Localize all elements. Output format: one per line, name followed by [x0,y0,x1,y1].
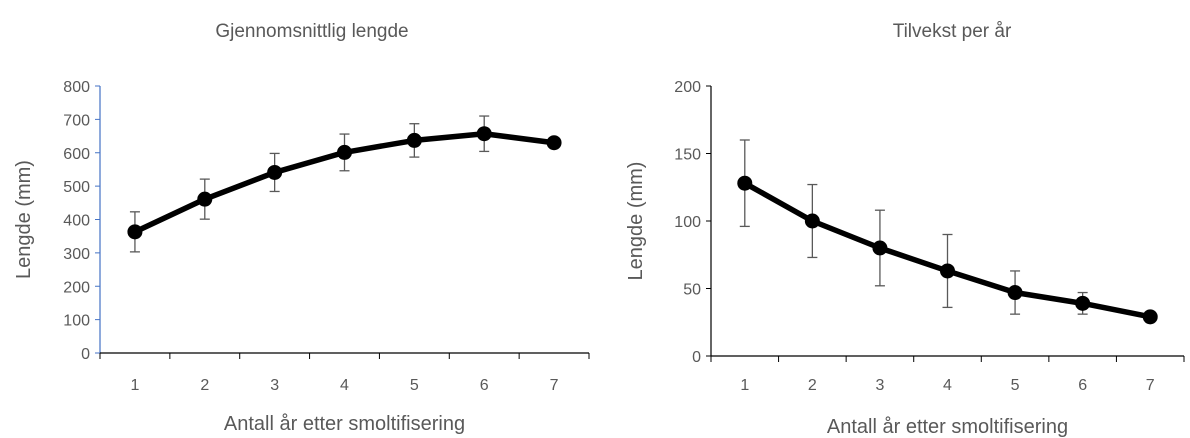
x-tick-label: 7 [550,377,559,394]
chart-average-length: Gjennomsnittlig lengde 0 100 200 300 400 500 60… [13,21,590,435]
x-tick-label: 6 [1078,377,1087,394]
y-tick-label: 500 [63,179,90,196]
data-point [940,263,955,279]
data-point [737,175,753,191]
x-tick-label: 1 [740,377,749,394]
x-axis-title: Antall år etter smoltifisering [224,413,465,435]
x-tick-label: 7 [1146,377,1155,394]
data-point [267,164,283,180]
x-tick-label: 4 [943,377,952,394]
x-tick-label: 3 [875,377,884,394]
y-tick-label: 0 [692,349,701,366]
x-tick-label: 2 [808,377,817,394]
x-tick-label: 3 [270,377,279,394]
y-tick-label: 300 [63,246,90,263]
chart-title: Tilvekst per år [893,21,1012,42]
data-point [872,240,888,256]
y-tick-label: 50 [683,282,701,299]
y-tick-label: 200 [674,79,701,96]
y-tick-label: 200 [63,279,90,296]
x-tick-label: 1 [130,377,139,394]
x-tick-label: 2 [200,377,209,394]
data-point [1142,309,1158,325]
y-axis-title: Lengde (mm) [13,160,35,279]
data-point [406,132,422,148]
y-tick-label: 600 [63,146,90,163]
chart-title: Gjennomsnittlig lengde [215,21,408,42]
data-point [1075,295,1091,311]
x-axis-title: Antall år etter smoltifisering [827,416,1068,438]
data-point [197,191,213,207]
x-tick-label: 6 [480,377,489,394]
y-tick-label: 700 [63,112,90,129]
x-tick-label: 4 [340,377,349,394]
y-tick-label: 800 [63,79,90,96]
x-tick-label: 5 [1011,377,1020,394]
data-point [546,135,562,151]
y-tick-label: 0 [81,346,90,363]
data-point [127,224,143,240]
data-point [337,144,352,160]
x-tick-label: 5 [410,377,419,394]
y-tick-label: 100 [674,214,701,231]
chart-growth-per-year: Tilvekst per år 0 50 100 150 200 1 2 3 4 5 6 7 Antall… [625,21,1185,438]
y-tick-label: 400 [63,213,90,230]
y-tick-label: 150 [674,147,701,164]
y-axis-title: Lengde (mm) [625,162,647,281]
data-point [476,126,492,142]
data-point [1007,285,1023,301]
data-point [804,213,820,229]
y-tick-label: 100 [63,313,90,330]
